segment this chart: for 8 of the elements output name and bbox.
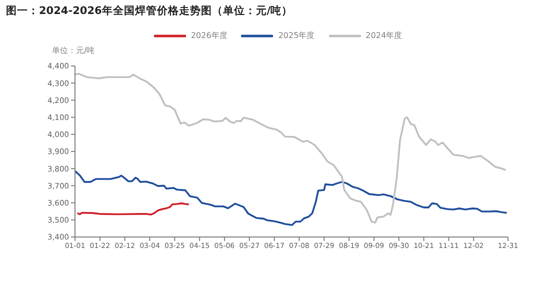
legend-label: 2025年度 — [278, 30, 315, 41]
line-series — [76, 202, 190, 216]
y-axis-title: 单位：元/吨 — [52, 45, 95, 56]
line-series — [75, 72, 507, 224]
line-series — [75, 170, 508, 226]
chart-title: 图一：2024-2026年全国焊管价格走势图（单位：元/吨） — [6, 4, 293, 18]
legend-label: 2024年度 — [366, 30, 402, 41]
legend-label: 2026年度 — [190, 30, 228, 41]
